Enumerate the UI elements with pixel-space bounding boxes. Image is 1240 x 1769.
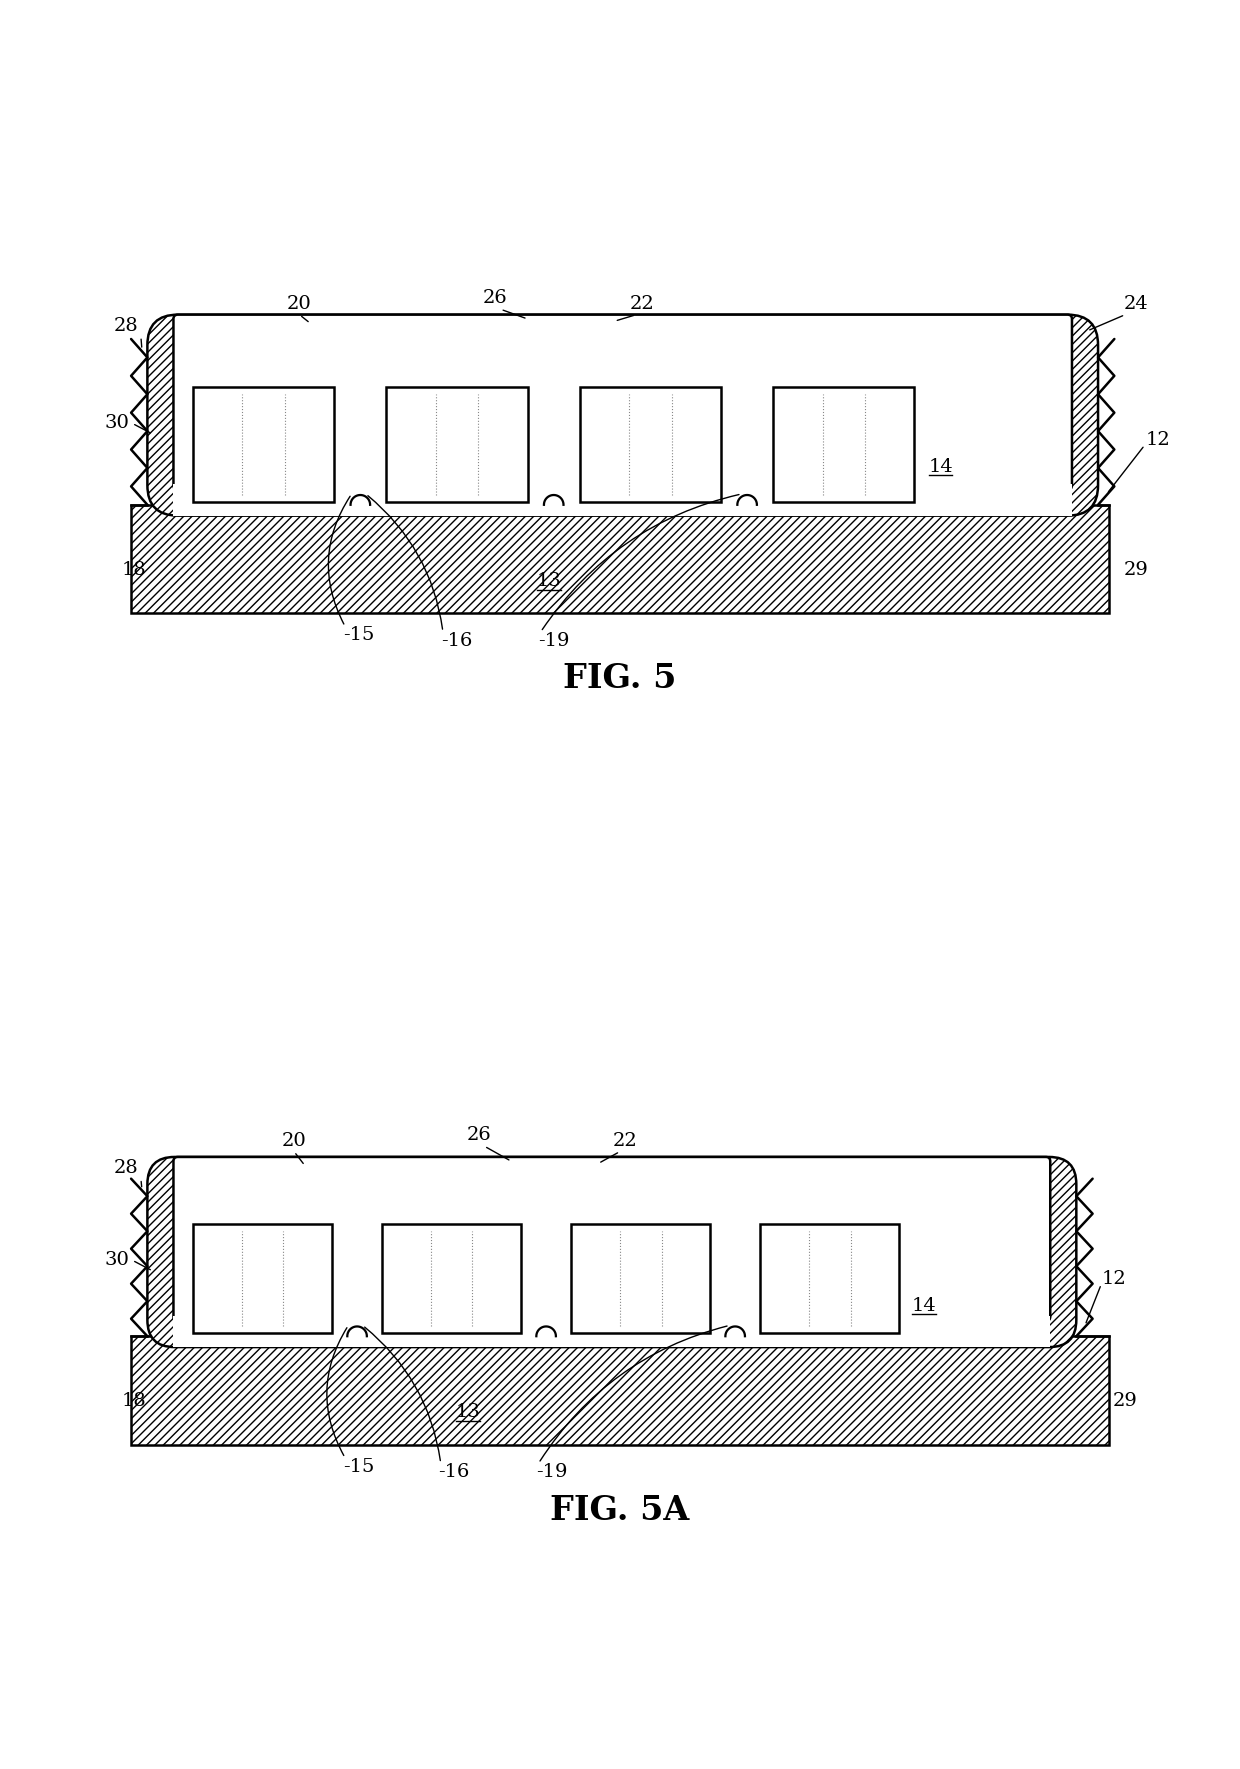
Text: 22: 22 (613, 1132, 637, 1150)
Bar (174, 485, 1071, 515)
Text: -15: -15 (343, 626, 374, 644)
Text: 24: 24 (1123, 295, 1148, 313)
Text: 20: 20 (288, 295, 312, 313)
Bar (131, 504, 1109, 614)
Text: 12: 12 (1102, 1270, 1127, 1288)
Text: 22: 22 (630, 295, 655, 313)
FancyBboxPatch shape (148, 1157, 1076, 1346)
Text: 30: 30 (104, 414, 129, 432)
Text: 26: 26 (466, 1127, 491, 1145)
Text: 18: 18 (122, 561, 146, 578)
Bar (193, 1224, 332, 1334)
Text: -19: -19 (537, 1463, 568, 1481)
Text: FIG. 5A: FIG. 5A (551, 1493, 689, 1527)
FancyBboxPatch shape (148, 315, 1099, 515)
Text: 12: 12 (1146, 430, 1171, 449)
Text: FIG. 5: FIG. 5 (563, 662, 677, 695)
Text: 28: 28 (113, 1159, 138, 1176)
Bar (774, 387, 914, 502)
Text: -19: -19 (538, 632, 570, 649)
Text: 29: 29 (1112, 1392, 1137, 1410)
Bar (760, 1224, 899, 1334)
FancyBboxPatch shape (174, 1157, 1050, 1321)
Text: 20: 20 (281, 1132, 306, 1150)
Text: 13: 13 (455, 1403, 480, 1421)
Text: 30: 30 (104, 1251, 129, 1268)
Bar (174, 1316, 1050, 1346)
Bar (387, 387, 528, 502)
Text: 29: 29 (1123, 561, 1148, 578)
Text: 28: 28 (113, 317, 138, 334)
Text: -16: -16 (439, 1463, 470, 1481)
FancyBboxPatch shape (174, 315, 1071, 490)
Text: 13: 13 (537, 571, 562, 589)
Text: -15: -15 (343, 1458, 374, 1475)
Bar (580, 387, 720, 502)
Bar (572, 1224, 711, 1334)
Bar (193, 387, 335, 502)
Text: 18: 18 (122, 1392, 146, 1410)
Text: 14: 14 (911, 1297, 936, 1314)
Bar (382, 1224, 521, 1334)
Bar (131, 1336, 1109, 1445)
Text: 14: 14 (928, 458, 952, 476)
Text: 26: 26 (482, 290, 507, 308)
Text: -16: -16 (440, 632, 472, 649)
